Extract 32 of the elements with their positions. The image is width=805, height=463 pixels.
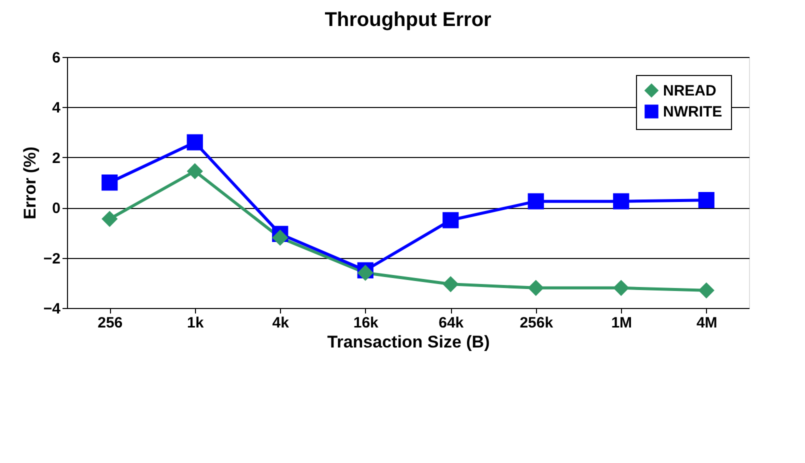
- point: [528, 280, 544, 296]
- legend-label: NREAD: [663, 82, 716, 100]
- point: [442, 276, 459, 292]
- point: [528, 193, 544, 210]
- y-tick-label: 2: [52, 150, 60, 167]
- x-tick-label: 4M: [696, 314, 718, 332]
- point: [613, 193, 630, 210]
- x-tick-label: 256: [98, 314, 123, 332]
- point: [272, 230, 288, 246]
- point: [102, 210, 118, 227]
- y-axis-title: Error (%): [20, 146, 40, 220]
- point: [186, 163, 203, 180]
- point: [613, 280, 630, 296]
- chart-title: Throughput Error: [324, 9, 492, 31]
- point: [186, 134, 203, 150]
- x-tick-label: 4k: [272, 314, 290, 332]
- point: [102, 174, 118, 191]
- y-tick-label: −2: [43, 250, 60, 268]
- x-tick-label: 16k: [353, 314, 380, 332]
- x-tick-label: 64k: [438, 314, 464, 332]
- y-tick-label: 6: [52, 50, 60, 66]
- y-tick-label: 0: [52, 200, 60, 218]
- point: [698, 282, 714, 298]
- legend-label: NWRITE: [663, 104, 722, 120]
- point: [442, 212, 459, 228]
- x-tick-label: 1k: [187, 314, 204, 332]
- x-tick-label: 1M: [611, 314, 632, 332]
- y-tick-label: −4: [43, 300, 62, 318]
- x-axis-title: Transaction Size (B): [327, 332, 490, 352]
- y-tick-label: 4: [52, 100, 62, 117]
- point: [698, 192, 714, 208]
- x-tick-label: 256k: [520, 314, 554, 332]
